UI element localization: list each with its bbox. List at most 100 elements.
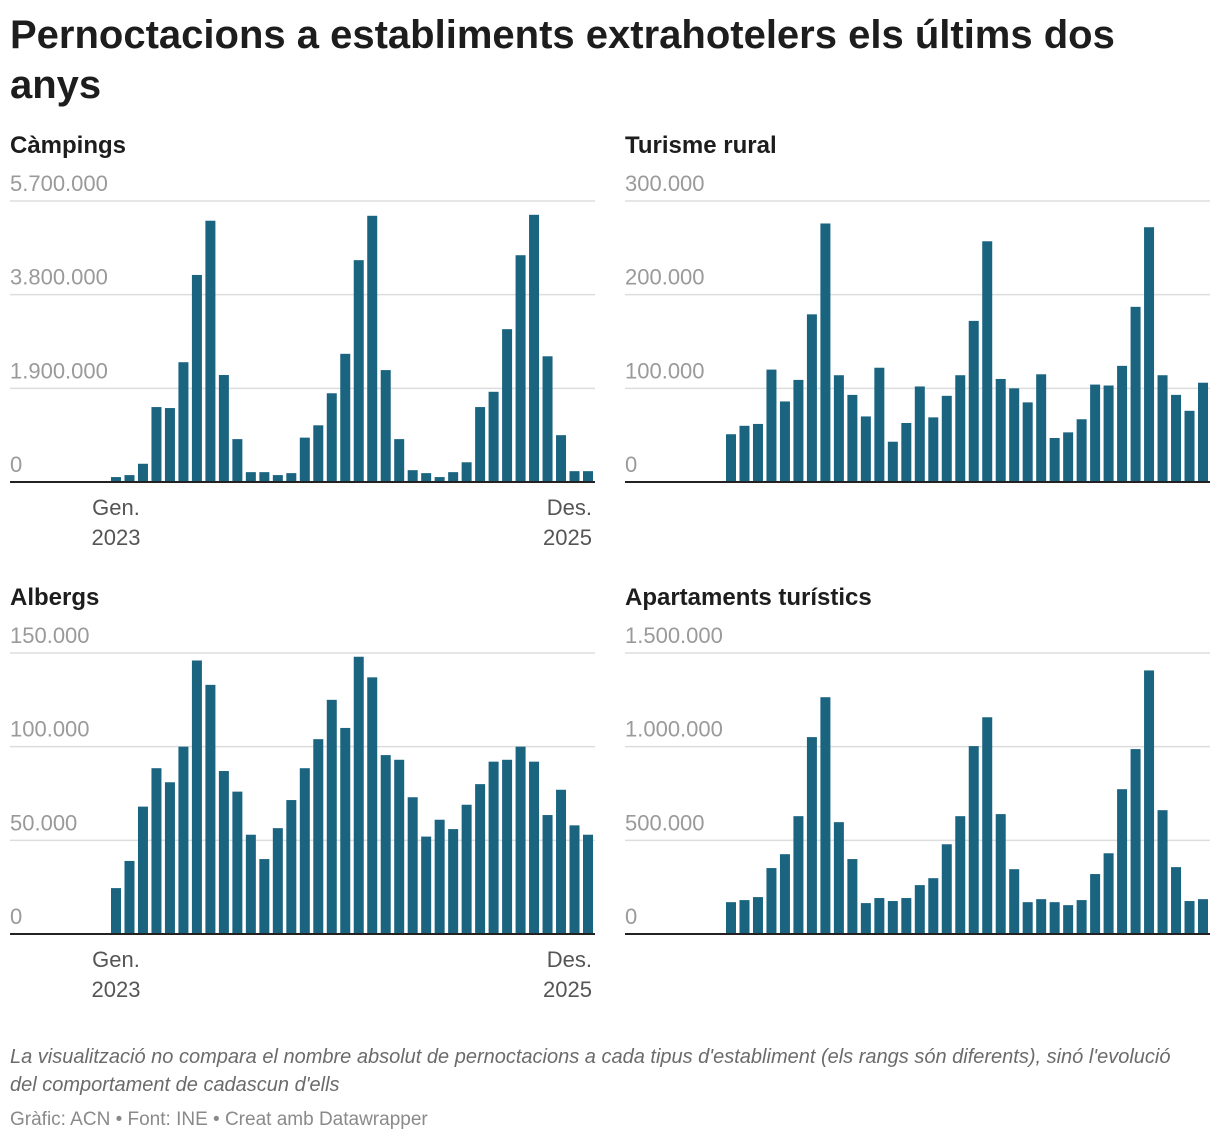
bar [151, 407, 162, 482]
x-tick-label: Gen. [92, 947, 140, 972]
bar [1009, 869, 1020, 934]
bar [353, 260, 364, 482]
bar [726, 902, 736, 934]
bar [245, 472, 256, 482]
bar [1090, 384, 1101, 482]
bar [779, 854, 790, 934]
y-tick-label: 300.000 [625, 171, 705, 196]
bar [833, 822, 844, 934]
bar [286, 800, 297, 934]
bar [245, 834, 256, 934]
bar [367, 215, 378, 482]
bar [887, 441, 898, 482]
bar [1022, 402, 1033, 482]
bar [542, 815, 553, 934]
bar [191, 660, 202, 934]
bar [556, 789, 567, 934]
bar [178, 746, 189, 934]
bar [806, 314, 817, 482]
bar [380, 370, 391, 482]
x-tick-label: Gen. [92, 495, 140, 520]
y-tick-label: 150.000 [10, 623, 90, 648]
bar [955, 816, 966, 934]
bar [502, 759, 513, 934]
y-tick-label: 0 [625, 452, 637, 477]
bar [914, 386, 925, 482]
bar [968, 746, 979, 934]
bar [529, 214, 540, 482]
bar [380, 755, 391, 934]
bar [1103, 853, 1114, 934]
bar [272, 828, 283, 934]
bar [515, 255, 526, 482]
bar [313, 739, 324, 934]
bar [928, 878, 939, 934]
y-tick-label: 100.000 [10, 717, 90, 742]
bar [542, 356, 553, 482]
bar [1022, 902, 1033, 934]
bar [941, 844, 952, 934]
bar [1009, 388, 1020, 482]
bar [421, 473, 432, 482]
bar [1036, 374, 1047, 482]
bar [205, 684, 216, 934]
bar [434, 819, 445, 934]
bar [1090, 874, 1101, 934]
bar [448, 472, 459, 482]
chart-source: Gràfic: ACN • Font: INE • Creat amb Data… [10, 1109, 428, 1130]
bar [941, 395, 952, 482]
y-tick-label: 0 [10, 904, 22, 929]
bar [1198, 382, 1208, 482]
bar [434, 477, 445, 482]
bar [475, 407, 486, 482]
chart-note: La visualització no compara el nombre ab… [10, 1046, 1171, 1096]
bar [1184, 901, 1195, 934]
bar [779, 401, 790, 482]
panel-title: Apartaments turístics [625, 584, 872, 611]
bar [1076, 419, 1087, 482]
bar [394, 759, 405, 934]
bar [111, 477, 121, 482]
y-tick-label: 0 [10, 452, 22, 477]
y-tick-label: 3.800.000 [10, 265, 108, 290]
bar [1144, 227, 1155, 482]
y-tick-label: 5.700.000 [10, 171, 108, 196]
page-title: Pernoctacions a establiments extrahotele… [10, 13, 1115, 107]
bar [820, 697, 831, 934]
bar [766, 868, 777, 934]
bar [766, 369, 777, 482]
bar [955, 375, 966, 482]
bar [968, 320, 979, 482]
bar [847, 394, 858, 482]
bar [1076, 900, 1087, 934]
panel-title: Albergs [10, 584, 99, 611]
bar [820, 223, 831, 483]
bar [1103, 385, 1114, 482]
bar [847, 859, 858, 934]
bar [1036, 899, 1047, 934]
y-tick-label: 1.500.000 [625, 623, 723, 648]
bar [583, 471, 593, 482]
bar [529, 761, 540, 934]
bar [995, 378, 1006, 482]
bar [407, 470, 418, 482]
bar [739, 900, 750, 934]
bar [461, 804, 472, 934]
bar [1049, 437, 1060, 482]
bar [806, 737, 817, 934]
bar [299, 437, 310, 482]
panel-title: Càmpings [10, 132, 126, 159]
bar [1157, 810, 1168, 934]
bar [914, 885, 925, 934]
bar [860, 903, 871, 934]
bar [218, 771, 229, 934]
bar [124, 860, 135, 934]
bar [137, 806, 148, 934]
bar [218, 375, 229, 482]
x-tick-label: 2023 [92, 525, 141, 550]
bar [367, 677, 378, 934]
bar [178, 362, 189, 482]
y-tick-label: 0 [625, 904, 637, 929]
